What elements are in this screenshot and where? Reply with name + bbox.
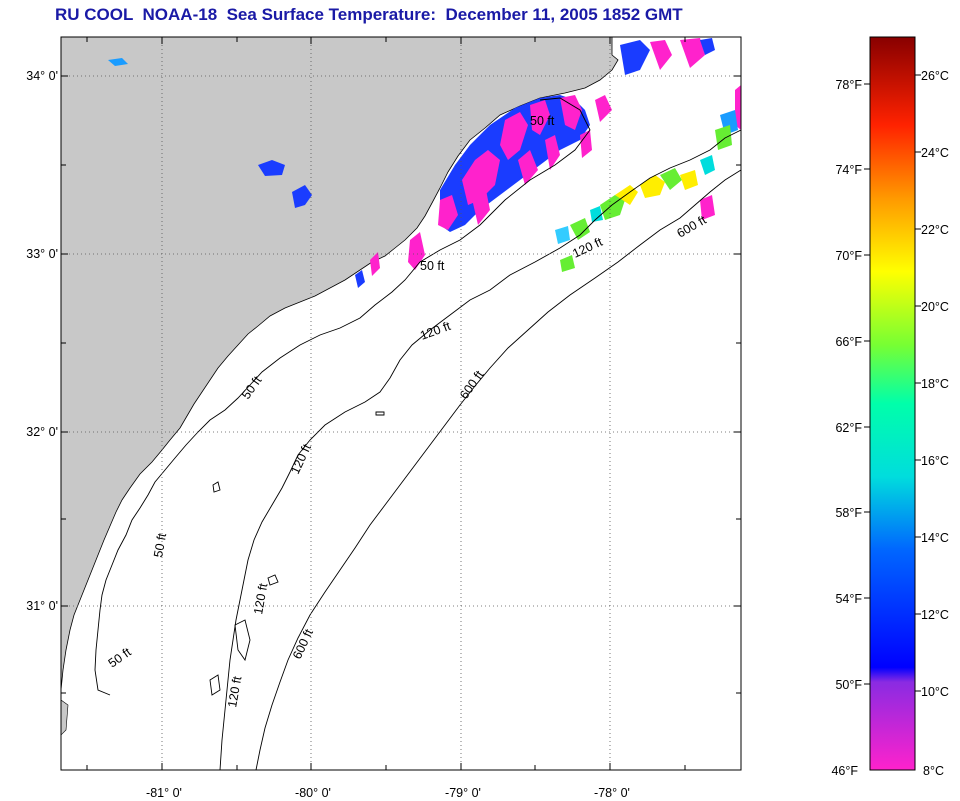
colorbar-c-label: 18°C [921, 377, 949, 391]
sst-warm-patches [555, 125, 732, 272]
lat-label-33: 33° 0' [26, 247, 58, 261]
colorbar-c-label: 26°C [921, 69, 949, 83]
axis-ticks [61, 37, 741, 770]
colorbar-c-label: 24°C [921, 146, 949, 160]
lat-label-34: 34° 0' [26, 69, 58, 83]
contour-label-50-ft: 50 ft [151, 532, 169, 559]
colorbar-f-label: 54°F [835, 592, 862, 606]
lon-label-79: -79° 0' [445, 786, 481, 800]
lon-label-78: -78° 0' [594, 786, 630, 800]
colorbar-c-label: 20°C [921, 300, 949, 314]
colorbar-f-label: 74°F [835, 163, 862, 177]
colorbar-f-label: 70°F [835, 249, 862, 263]
colorbar-c-label: 22°C [921, 223, 949, 237]
colorbar-f-label: 46°F [831, 764, 858, 778]
colorbar-c-label: 8°C [923, 764, 944, 778]
contour-label-120-ft: 120 ft [225, 675, 244, 709]
colorbar-f-label: 78°F [835, 78, 862, 92]
colorbar-f-label: 62°F [835, 421, 862, 435]
colorbar-ticks [864, 74, 921, 692]
contour-label-120-ft: 120 ft [251, 582, 270, 616]
lon-label-80: -80° 0' [295, 786, 331, 800]
colorbar-f-label: 50°F [835, 678, 862, 692]
graticule [61, 37, 741, 770]
sst-cold-patches [108, 38, 741, 288]
depth-contours [94, 97, 741, 770]
lat-label-31: 31° 0' [26, 599, 58, 613]
contour-label-50-ft: 50 ft [420, 259, 445, 273]
colorbar-c-label: 16°C [921, 454, 949, 468]
lat-label-32: 32° 0' [26, 425, 58, 439]
colorbar-f-label: 58°F [835, 506, 862, 520]
lon-label-81: -81° 0' [146, 786, 182, 800]
colorbar-c-label: 10°C [921, 685, 949, 699]
land-area [61, 37, 619, 691]
colorbar-c-label: 12°C [921, 608, 949, 622]
colorbar [869, 36, 916, 771]
colorbar-c-label: 14°C [921, 531, 949, 545]
colorbar-f-label: 66°F [835, 335, 862, 349]
contour-label-50-ft: 50 ft [530, 114, 555, 128]
map-title: RU COOL NOAA-18 Sea Surface Temperature:… [55, 5, 683, 24]
